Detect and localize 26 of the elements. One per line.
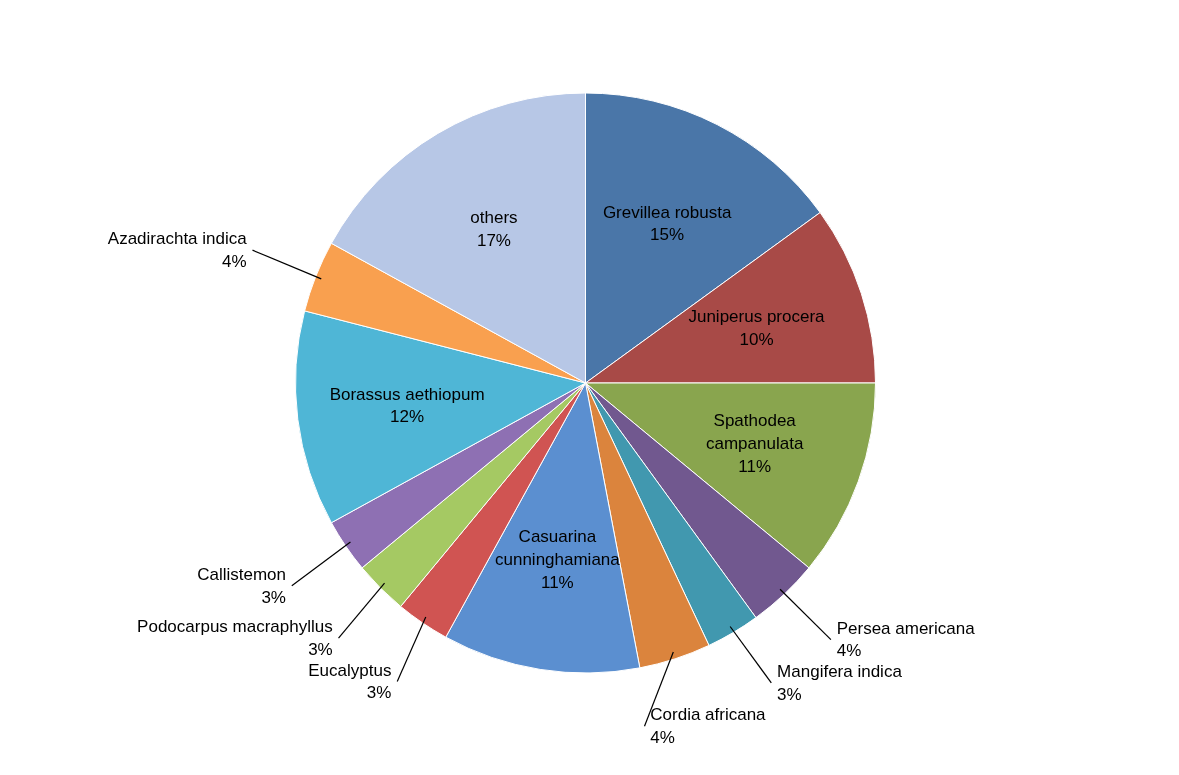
slice-label: Azadirachta indica bbox=[107, 229, 248, 249]
slice-label: Grevillea robusta bbox=[602, 202, 732, 222]
slice-label: Eucalyptus bbox=[308, 660, 392, 680]
data-label: 12% bbox=[390, 407, 425, 427]
slice-label: others bbox=[470, 208, 518, 228]
data-label: 4% bbox=[222, 252, 247, 272]
slice-label: Podocarpus macraphyllus bbox=[137, 617, 333, 637]
data-label: 15% bbox=[650, 225, 685, 245]
slice-label: Spathodea campanulata bbox=[706, 411, 804, 454]
data-label: 17% bbox=[476, 230, 511, 250]
data-label: 11% bbox=[540, 573, 574, 593]
data-label: 4% bbox=[836, 641, 862, 661]
data-label: 3% bbox=[777, 684, 802, 704]
data-label: 4% bbox=[650, 728, 675, 748]
data-label: 3% bbox=[308, 640, 333, 660]
slice-label: Borassus aethiopum bbox=[329, 384, 485, 404]
slice-label: Callistemon bbox=[197, 564, 286, 584]
data-label: 3% bbox=[366, 683, 392, 703]
slice-label: Persea americana bbox=[836, 618, 976, 638]
slice-label: Casuarina cunninghamiana bbox=[494, 527, 621, 570]
data-label: 3% bbox=[261, 587, 286, 607]
slice-label: Juniperus procera bbox=[688, 306, 826, 326]
slice-label: Mangifera indica bbox=[777, 661, 903, 681]
slice-label: Cordia africana bbox=[650, 705, 767, 725]
data-label: 11% bbox=[738, 456, 772, 476]
data-label: 10% bbox=[739, 329, 774, 349]
